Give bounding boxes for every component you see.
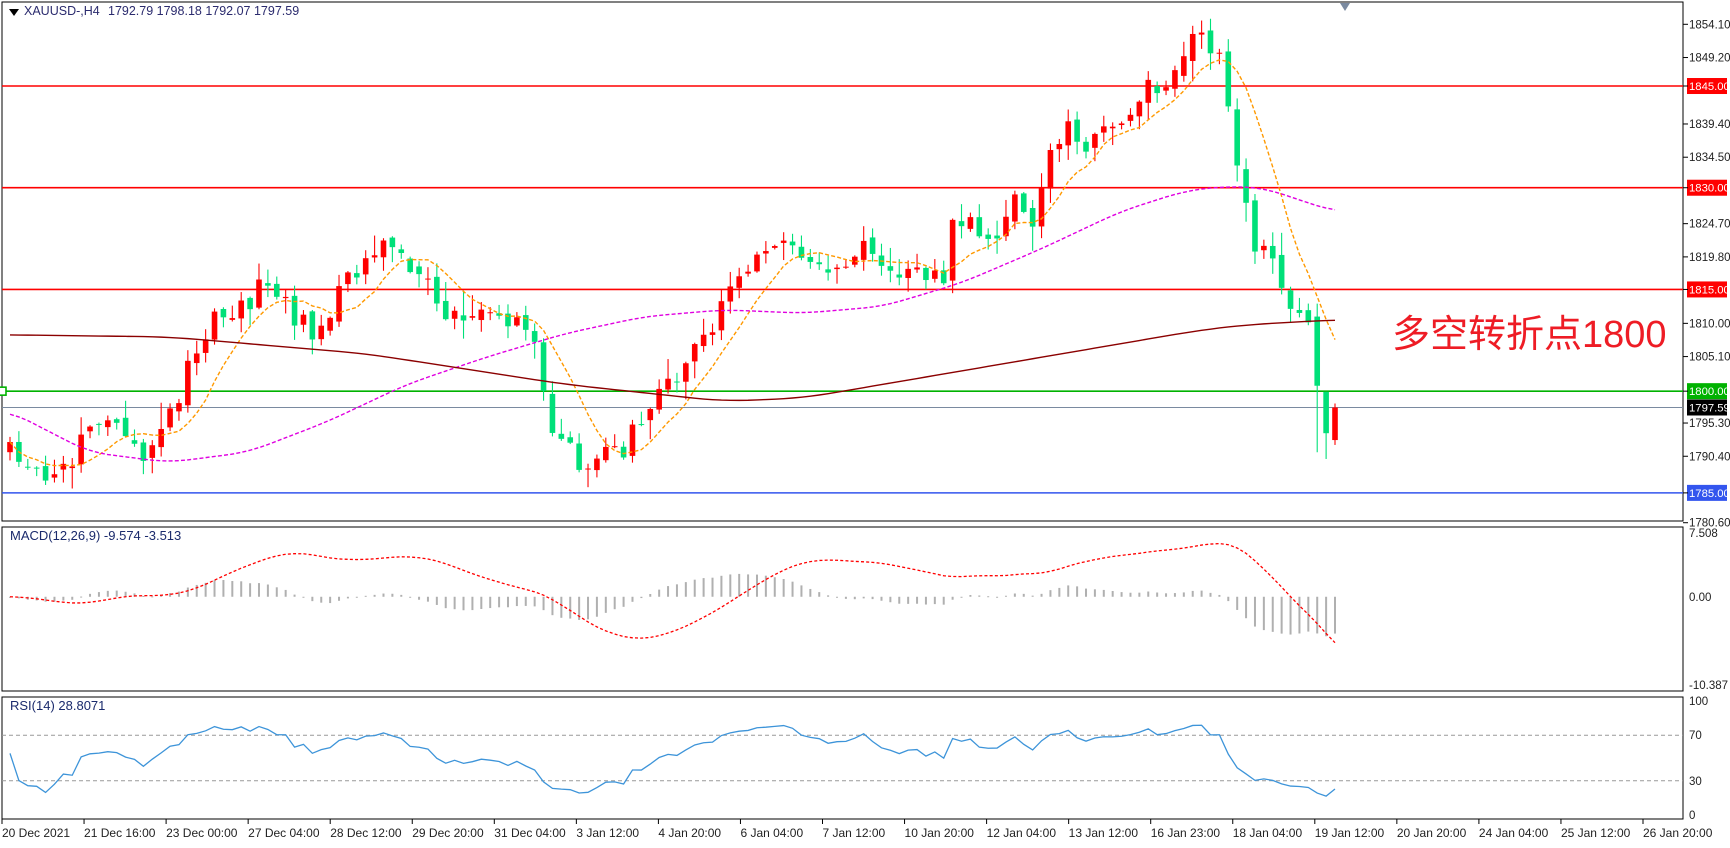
svg-text:1790.40: 1790.40 — [1689, 451, 1730, 463]
svg-text:16 Jan 23:00: 16 Jan 23:00 — [1151, 826, 1221, 840]
svg-text:0: 0 — [1689, 810, 1695, 822]
svg-text:13 Jan 12:00: 13 Jan 12:00 — [1069, 826, 1139, 840]
svg-text:4 Jan 20:00: 4 Jan 20:00 — [658, 826, 721, 840]
svg-text:24 Jan 04:00: 24 Jan 04:00 — [1479, 826, 1549, 840]
svg-text:1845.00: 1845.00 — [1689, 81, 1730, 93]
svg-text:0.00: 0.00 — [1689, 592, 1711, 604]
svg-text:1849.20: 1849.20 — [1689, 53, 1730, 65]
svg-text:27 Dec 04:00: 27 Dec 04:00 — [248, 826, 320, 840]
svg-text:1854.10: 1854.10 — [1689, 19, 1730, 31]
svg-text:7.508: 7.508 — [1689, 528, 1718, 540]
svg-text:1795.30: 1795.30 — [1689, 418, 1730, 430]
svg-text:25 Jan 12:00: 25 Jan 12:00 — [1561, 826, 1631, 840]
svg-text:100: 100 — [1689, 696, 1708, 708]
svg-text:1819.80: 1819.80 — [1689, 252, 1730, 264]
svg-text:1785.00: 1785.00 — [1689, 488, 1730, 500]
svg-text:XAUUSD-,H4: XAUUSD-,H4 — [24, 4, 100, 18]
svg-text:29 Dec 20:00: 29 Dec 20:00 — [412, 826, 484, 840]
svg-text:1810.00: 1810.00 — [1689, 318, 1730, 330]
svg-text:23 Dec 00:00: 23 Dec 00:00 — [166, 826, 238, 840]
svg-text:21 Dec 16:00: 21 Dec 16:00 — [84, 826, 156, 840]
svg-text:1800.00: 1800.00 — [1689, 386, 1730, 398]
svg-text:18 Jan 04:00: 18 Jan 04:00 — [1233, 826, 1303, 840]
svg-text:28 Dec 12:00: 28 Dec 12:00 — [330, 826, 402, 840]
svg-text:1805.10: 1805.10 — [1689, 352, 1730, 364]
svg-text:RSI(14) 28.8071: RSI(14) 28.8071 — [10, 698, 105, 713]
svg-text:7 Jan 12:00: 7 Jan 12:00 — [823, 826, 886, 840]
svg-text:1839.40: 1839.40 — [1689, 119, 1730, 131]
svg-text:-10.387: -10.387 — [1689, 680, 1728, 692]
svg-text:20 Dec 2021: 20 Dec 2021 — [2, 826, 70, 840]
svg-text:31 Dec 04:00: 31 Dec 04:00 — [494, 826, 566, 840]
svg-text:30: 30 — [1689, 776, 1702, 788]
svg-text:1830.00: 1830.00 — [1689, 183, 1730, 195]
svg-text:3 Jan 12:00: 3 Jan 12:00 — [576, 826, 639, 840]
svg-text:1815.00: 1815.00 — [1689, 284, 1730, 296]
svg-text:20 Jan 20:00: 20 Jan 20:00 — [1397, 826, 1467, 840]
svg-text:1792.79 1798.18 1792.07 1797.5: 1792.79 1798.18 1792.07 1797.59 — [108, 4, 299, 18]
svg-text:1834.50: 1834.50 — [1689, 152, 1730, 164]
svg-text:1824.70: 1824.70 — [1689, 219, 1730, 231]
svg-text:10 Jan 20:00: 10 Jan 20:00 — [905, 826, 975, 840]
svg-text:19 Jan 12:00: 19 Jan 12:00 — [1315, 826, 1385, 840]
svg-text:26 Jan 20:00: 26 Jan 20:00 — [1643, 826, 1713, 840]
svg-text:70: 70 — [1689, 730, 1702, 742]
svg-text:MACD(12,26,9) -9.574 -3.513: MACD(12,26,9) -9.574 -3.513 — [10, 528, 181, 543]
svg-text:多空转折点1800: 多空转折点1800 — [1392, 314, 1667, 356]
svg-text:12 Jan 04:00: 12 Jan 04:00 — [987, 826, 1057, 840]
svg-text:6 Jan 04:00: 6 Jan 04:00 — [740, 826, 803, 840]
svg-text:1797.59: 1797.59 — [1689, 403, 1730, 415]
